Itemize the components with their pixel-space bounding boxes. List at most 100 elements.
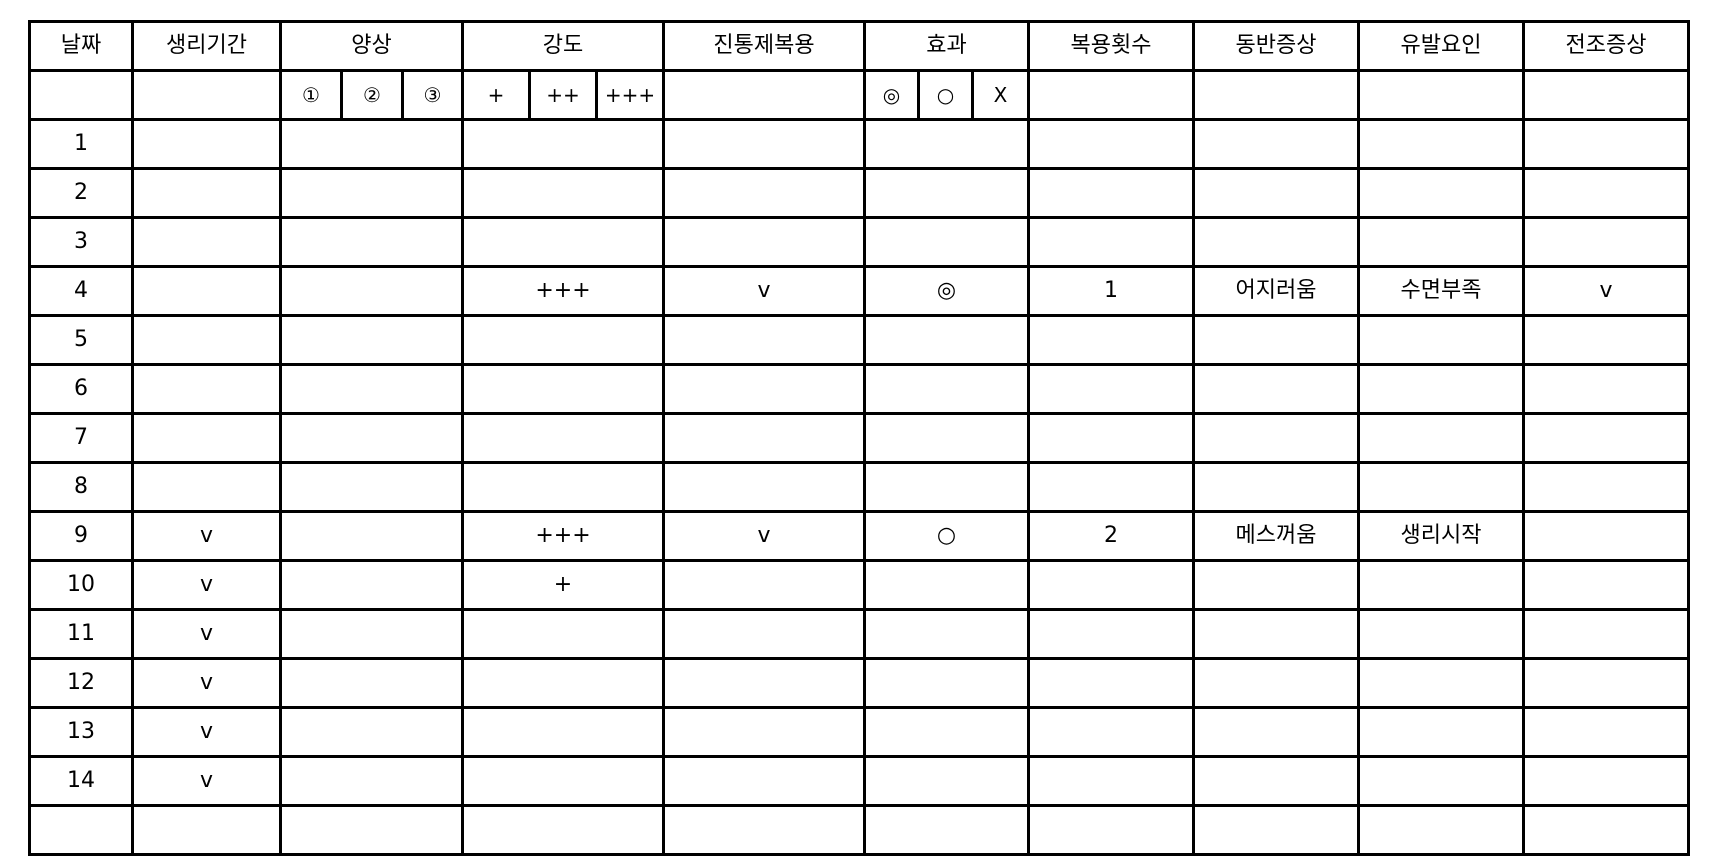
period-cell[interactable]	[131, 265, 282, 317]
doses-cell[interactable]	[1027, 706, 1195, 758]
symptoms-cell[interactable]	[1192, 657, 1360, 709]
pattern-cell[interactable]	[279, 755, 464, 807]
symptoms-cell[interactable]	[1192, 314, 1360, 366]
aura-cell[interactable]	[1522, 167, 1690, 219]
intensity-cell[interactable]	[461, 216, 665, 268]
doses-cell[interactable]	[1027, 216, 1195, 268]
triggers-cell[interactable]	[1357, 755, 1525, 807]
date-cell[interactable]: 4	[28, 265, 134, 317]
date-cell[interactable]: 11	[28, 608, 134, 660]
pattern-cell[interactable]	[279, 265, 464, 317]
effect-cell[interactable]	[863, 216, 1030, 268]
painkiller-cell[interactable]	[662, 216, 866, 268]
pattern-cell[interactable]	[279, 608, 464, 660]
pattern-cell[interactable]	[279, 118, 464, 170]
symptoms-cell[interactable]	[1192, 167, 1360, 219]
aura-cell[interactable]	[1522, 804, 1690, 856]
intensity-cell[interactable]	[461, 608, 665, 660]
date-cell[interactable]: 9	[28, 510, 134, 562]
period-cell[interactable]: v	[131, 510, 282, 562]
pattern-cell[interactable]	[279, 314, 464, 366]
intensity-cell[interactable]	[461, 167, 665, 219]
intensity-cell[interactable]	[461, 314, 665, 366]
pattern-cell[interactable]	[279, 706, 464, 758]
period-cell[interactable]: v	[131, 706, 282, 758]
effect-cell[interactable]	[863, 314, 1030, 366]
period-cell[interactable]: v	[131, 755, 282, 807]
painkiller-cell[interactable]	[662, 706, 866, 758]
symptoms-cell[interactable]: 메스꺼움	[1192, 510, 1360, 562]
pattern-cell[interactable]	[279, 559, 464, 611]
aura-cell[interactable]	[1522, 461, 1690, 513]
intensity-cell[interactable]	[461, 118, 665, 170]
period-cell[interactable]	[131, 314, 282, 366]
effect-cell[interactable]: ◎	[863, 265, 1030, 317]
triggers-cell[interactable]: 수면부족	[1357, 265, 1525, 317]
triggers-cell[interactable]	[1357, 314, 1525, 366]
aura-cell[interactable]	[1522, 363, 1690, 415]
period-cell[interactable]: v	[131, 559, 282, 611]
painkiller-cell[interactable]	[662, 314, 866, 366]
period-cell[interactable]: v	[131, 608, 282, 660]
doses-cell[interactable]	[1027, 363, 1195, 415]
triggers-cell[interactable]	[1357, 804, 1525, 856]
intensity-cell[interactable]	[461, 363, 665, 415]
aura-cell[interactable]	[1522, 216, 1690, 268]
effect-cell[interactable]	[863, 804, 1030, 856]
effect-cell[interactable]	[863, 118, 1030, 170]
period-cell[interactable]	[131, 363, 282, 415]
date-cell[interactable]: 6	[28, 363, 134, 415]
symptoms-cell[interactable]	[1192, 118, 1360, 170]
period-cell[interactable]	[131, 461, 282, 513]
painkiller-cell[interactable]	[662, 755, 866, 807]
doses-cell[interactable]: 2	[1027, 510, 1195, 562]
doses-cell[interactable]	[1027, 804, 1195, 856]
effect-cell[interactable]	[863, 608, 1030, 660]
pattern-cell[interactable]	[279, 167, 464, 219]
pattern-cell[interactable]	[279, 657, 464, 709]
aura-cell[interactable]	[1522, 118, 1690, 170]
intensity-cell[interactable]	[461, 755, 665, 807]
triggers-cell[interactable]: 생리시작	[1357, 510, 1525, 562]
painkiller-cell[interactable]	[662, 412, 866, 464]
aura-cell[interactable]	[1522, 755, 1690, 807]
aura-cell[interactable]	[1522, 412, 1690, 464]
aura-cell[interactable]	[1522, 657, 1690, 709]
symptoms-cell[interactable]	[1192, 755, 1360, 807]
pattern-cell[interactable]	[279, 363, 464, 415]
painkiller-cell[interactable]	[662, 657, 866, 709]
painkiller-cell[interactable]: v	[662, 265, 866, 317]
intensity-cell[interactable]	[461, 804, 665, 856]
intensity-cell[interactable]	[461, 657, 665, 709]
symptoms-cell[interactable]	[1192, 608, 1360, 660]
triggers-cell[interactable]	[1357, 608, 1525, 660]
painkiller-cell[interactable]	[662, 608, 866, 660]
period-cell[interactable]	[131, 118, 282, 170]
painkiller-cell[interactable]	[662, 461, 866, 513]
triggers-cell[interactable]	[1357, 706, 1525, 758]
pattern-cell[interactable]	[279, 412, 464, 464]
pattern-cell[interactable]	[279, 461, 464, 513]
date-cell[interactable]: 7	[28, 412, 134, 464]
date-cell[interactable]: 12	[28, 657, 134, 709]
effect-cell[interactable]	[863, 657, 1030, 709]
triggers-cell[interactable]	[1357, 461, 1525, 513]
effect-cell[interactable]	[863, 167, 1030, 219]
pattern-cell[interactable]	[279, 804, 464, 856]
effect-cell[interactable]	[863, 412, 1030, 464]
effect-cell[interactable]	[863, 706, 1030, 758]
period-cell[interactable]	[131, 216, 282, 268]
effect-cell[interactable]	[863, 559, 1030, 611]
doses-cell[interactable]	[1027, 657, 1195, 709]
doses-cell[interactable]	[1027, 559, 1195, 611]
symptoms-cell[interactable]: 어지러움	[1192, 265, 1360, 317]
triggers-cell[interactable]	[1357, 363, 1525, 415]
period-cell[interactable]	[131, 804, 282, 856]
symptoms-cell[interactable]	[1192, 559, 1360, 611]
date-cell[interactable]: 3	[28, 216, 134, 268]
date-cell[interactable]	[28, 804, 134, 856]
doses-cell[interactable]	[1027, 755, 1195, 807]
painkiller-cell[interactable]	[662, 804, 866, 856]
effect-cell[interactable]	[863, 461, 1030, 513]
painkiller-cell[interactable]	[662, 118, 866, 170]
